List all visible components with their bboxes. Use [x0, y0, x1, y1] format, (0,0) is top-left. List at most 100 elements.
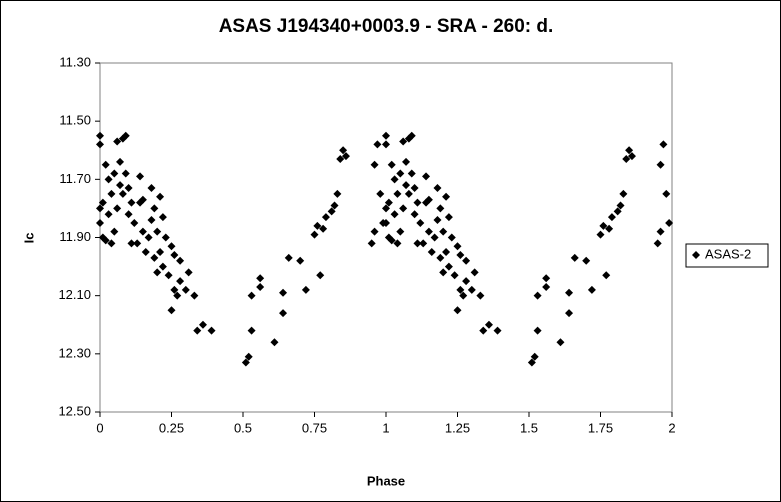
data-point	[393, 189, 402, 198]
data-point	[387, 160, 396, 169]
data-point	[622, 154, 631, 163]
data-point	[110, 227, 119, 236]
data-point	[453, 306, 462, 315]
data-point	[424, 227, 433, 236]
data-point	[133, 239, 142, 248]
data-point	[156, 248, 165, 257]
data-point	[570, 253, 579, 262]
data-point	[382, 140, 390, 149]
legend-label: ASAS-2	[705, 246, 751, 261]
data-point	[413, 198, 422, 207]
data-point	[321, 213, 330, 222]
data-point	[493, 326, 502, 335]
data-point	[167, 306, 176, 315]
data-point	[167, 242, 176, 251]
data-point	[113, 204, 122, 213]
data-point	[533, 326, 542, 335]
data-point	[484, 320, 493, 329]
data-point	[402, 181, 411, 190]
data-point	[104, 175, 113, 184]
data-point	[147, 184, 156, 193]
data-point	[442, 192, 451, 201]
data-point	[158, 213, 167, 222]
data-point	[127, 239, 136, 248]
data-point	[450, 271, 459, 280]
data-point	[173, 291, 182, 300]
data-point	[247, 291, 256, 300]
data-point	[158, 262, 167, 271]
data-point	[396, 169, 405, 178]
data-point	[625, 146, 634, 155]
data-point	[416, 218, 425, 227]
data-point	[110, 169, 119, 178]
data-point	[456, 285, 465, 294]
data-point	[382, 218, 390, 227]
x-tick-label: 0.75	[302, 420, 327, 435]
data-point	[96, 131, 104, 140]
data-point	[101, 236, 110, 245]
data-point	[407, 131, 416, 140]
data-point	[141, 248, 150, 257]
data-point	[184, 268, 193, 277]
data-point	[279, 309, 288, 318]
data-point	[444, 262, 453, 271]
data-point	[241, 358, 250, 367]
data-point	[439, 227, 448, 236]
data-point	[301, 285, 310, 294]
data-point	[479, 326, 488, 335]
data-point	[279, 288, 288, 297]
data-point	[316, 271, 325, 280]
x-tick-label: 1.5	[520, 420, 538, 435]
data-point	[384, 198, 393, 207]
y-tick-label: 11.50	[59, 113, 91, 128]
data-point	[393, 239, 402, 248]
data-point	[330, 201, 339, 210]
data-point	[565, 309, 574, 318]
data-point	[656, 227, 665, 236]
data-point	[367, 239, 376, 248]
data-point	[370, 227, 379, 236]
data-point	[659, 140, 668, 149]
x-tick-label: 0.25	[159, 420, 184, 435]
data-point	[396, 227, 405, 236]
data-point	[244, 352, 253, 361]
data-point	[170, 285, 179, 294]
data-point	[96, 204, 104, 213]
data-point	[399, 137, 408, 146]
data-point	[107, 239, 116, 248]
data-point	[121, 131, 130, 140]
data-point	[190, 291, 199, 300]
data-point	[619, 189, 628, 198]
data-point	[530, 352, 539, 361]
data-point	[376, 189, 385, 198]
data-point	[336, 154, 345, 163]
x-tick-label: 1	[382, 420, 389, 435]
data-point	[462, 277, 471, 286]
data-point	[582, 256, 591, 265]
data-point	[118, 189, 127, 198]
data-point	[161, 233, 170, 242]
data-point	[542, 282, 551, 291]
y-tick-label: 11.70	[59, 171, 91, 186]
data-point	[399, 204, 408, 213]
data-point	[410, 184, 419, 193]
data-point	[153, 227, 162, 236]
x-axis-title: Phase	[367, 473, 405, 488]
data-point	[596, 230, 605, 239]
data-point	[613, 207, 622, 216]
data-point	[422, 172, 431, 181]
legend-marker	[692, 251, 700, 259]
data-point	[144, 233, 153, 242]
data-point	[382, 204, 390, 213]
data-point	[556, 338, 565, 347]
data-point	[413, 239, 422, 248]
data-point	[433, 216, 442, 225]
data-point	[453, 242, 462, 251]
data-point	[436, 204, 445, 213]
data-point	[198, 320, 207, 329]
data-point	[427, 248, 436, 257]
data-point	[150, 253, 159, 262]
data-point	[327, 207, 336, 216]
data-point	[170, 250, 179, 259]
